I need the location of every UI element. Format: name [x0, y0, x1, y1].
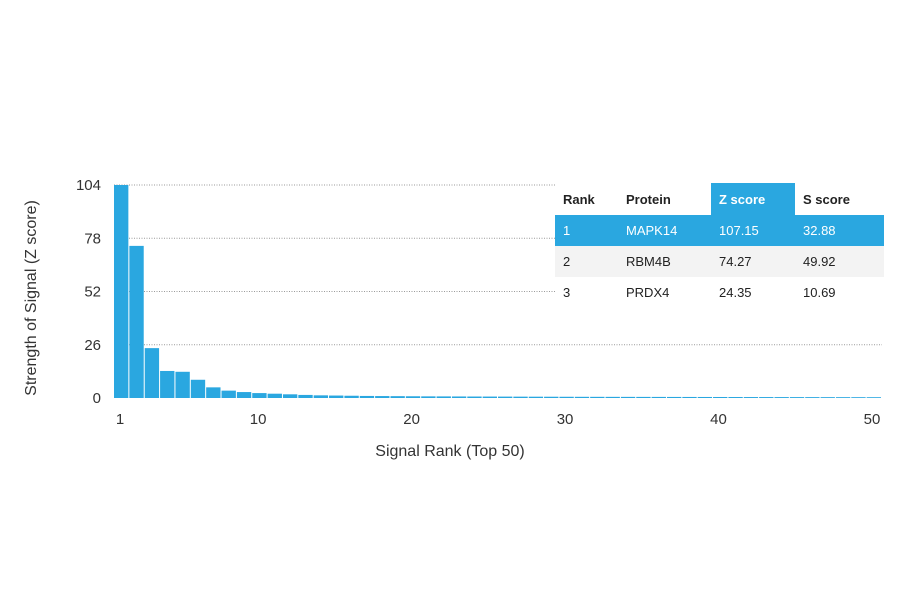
bar-rank-33	[605, 396, 620, 398]
cell-z-score: 74.27	[711, 246, 795, 277]
cell-s-score: 49.92	[795, 246, 884, 277]
x-tick-label: 30	[557, 411, 574, 428]
header-rank: Rank	[563, 191, 595, 207]
y-tick-label: 104	[76, 177, 101, 194]
bar-rank-50	[866, 397, 881, 398]
x-tick-label: 20	[403, 411, 420, 428]
bar-rank-44	[774, 397, 789, 398]
cell-rank: 2	[555, 246, 618, 277]
bar-rank-3	[144, 348, 160, 398]
cell-z-score: 107.15	[711, 215, 795, 246]
bar-rank-13	[298, 394, 313, 398]
bar-rank-29	[544, 396, 559, 398]
bar-rank-2	[129, 245, 144, 398]
bar-rank-30	[559, 396, 574, 398]
bar-rank-34	[620, 396, 636, 398]
bar-rank-41	[728, 397, 743, 398]
bar-rank-31	[574, 396, 590, 398]
x-tick-label: 40	[710, 411, 727, 428]
bar-rank-25	[482, 396, 497, 398]
bar-rank-21	[421, 396, 436, 398]
header-z-score: Z score	[711, 183, 795, 215]
bar-rank-22	[436, 396, 451, 398]
bar-rank-32	[590, 396, 605, 398]
cell-s-score: 10.69	[803, 285, 836, 300]
bar-rank-42	[743, 397, 759, 398]
cell-protein: PRDX4	[626, 285, 670, 300]
y-tick-label: 78	[84, 230, 101, 247]
x-tick-label: 10	[250, 411, 267, 428]
y-tick-labels: 0 26 52 78 104	[76, 177, 101, 407]
cell-protein: RBM4B	[618, 246, 711, 277]
bar-rank-20	[405, 396, 421, 398]
bar-rank-47	[820, 397, 835, 398]
table-row: 2 RBM4B 74.27 49.92	[555, 246, 884, 277]
x-tick-label: 50	[864, 411, 881, 428]
cell-rank: 1	[555, 215, 618, 246]
bar-rank-12	[282, 394, 298, 398]
header-s-score: S score	[803, 191, 850, 207]
bar-rank-26	[498, 396, 513, 398]
bar-rank-24	[467, 396, 482, 398]
bar-rank-43	[759, 397, 774, 398]
header-protein: Protein	[626, 191, 671, 207]
bar-rank-27	[513, 396, 528, 398]
bar-rank-1	[114, 185, 129, 398]
cell-z-score: 24.35	[719, 285, 752, 300]
bar-rank-37	[666, 396, 682, 398]
bar-rank-6	[190, 379, 206, 398]
bar-rank-7	[206, 387, 221, 398]
bar-rank-4	[160, 370, 175, 398]
bar-rank-15	[329, 395, 344, 398]
table-header-row: Rank Protein Z score S score	[555, 183, 884, 215]
bar-rank-17	[359, 395, 375, 398]
bar-rank-38	[682, 396, 697, 398]
cell-rank: 3	[563, 285, 571, 300]
bar-rank-36	[651, 396, 666, 398]
bar-rank-9	[236, 392, 252, 398]
table-row: 1 MAPK14 107.15 32.88	[555, 215, 884, 246]
x-tick-labels: 1 10 20 30 40 50	[116, 411, 881, 428]
bar-rank-8	[221, 390, 236, 398]
cell-protein: MAPK14	[618, 215, 711, 246]
bar-rank-18	[375, 396, 390, 398]
cell-s-score: 32.88	[795, 215, 884, 246]
bar-rank-14	[313, 395, 329, 398]
bar-rank-35	[636, 396, 651, 398]
table-row: 3 PRDX4 24.35 10.69	[555, 277, 884, 308]
bar-rank-11	[267, 393, 282, 398]
bar-rank-45	[789, 397, 805, 398]
x-tick-label: 1	[116, 411, 124, 428]
x-axis-title: Signal Rank (Top 50)	[375, 443, 524, 460]
y-tick-label: 0	[93, 390, 101, 407]
bar-rank-48	[835, 397, 851, 398]
bars	[114, 185, 881, 398]
y-tick-label: 26	[84, 337, 101, 354]
bar-rank-39	[697, 396, 713, 398]
y-axis-title: Strength of Signal (Z score)	[23, 200, 40, 396]
bar-rank-16	[344, 395, 359, 398]
bar-rank-5	[175, 371, 190, 398]
score-table: Rank Protein Z score S score 1 MAPK14 10…	[555, 183, 884, 308]
bar-rank-23	[451, 396, 467, 398]
y-tick-label: 52	[84, 284, 101, 301]
bar-rank-28	[528, 396, 544, 398]
bar-rank-46	[805, 397, 820, 398]
bar-rank-19	[390, 396, 405, 398]
bar-rank-10	[252, 393, 267, 398]
bar-rank-40	[713, 396, 728, 398]
bar-rank-49	[851, 397, 866, 398]
